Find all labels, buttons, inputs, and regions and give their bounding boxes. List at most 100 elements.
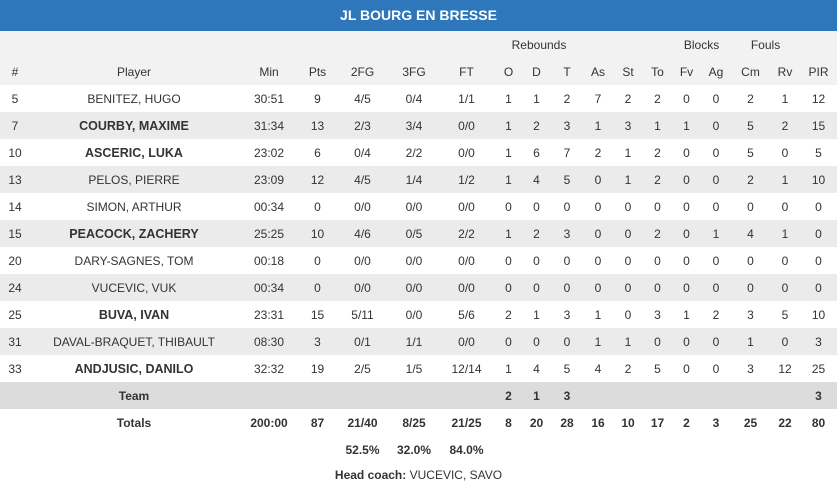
- col-o[interactable]: O: [503, 64, 514, 79]
- stat-d: 1: [533, 307, 540, 322]
- stat-to: 2: [654, 91, 661, 106]
- stat-d: 0: [533, 334, 540, 349]
- totals-label: Totals: [30, 409, 238, 436]
- stat-t: 3: [563, 118, 571, 133]
- stat-ag: 0: [712, 172, 720, 187]
- player-number: 31: [8, 334, 22, 349]
- stat-ft: 0/0: [458, 199, 475, 214]
- stat-2fg: 0/0: [354, 199, 371, 214]
- stat-cm: 3: [747, 307, 754, 322]
- player-name[interactable]: SIMON, ARTHUR: [86, 199, 182, 214]
- stat-fv: 0: [683, 280, 690, 295]
- stat-fv: 0: [683, 361, 690, 376]
- player-row: 25 BUVA, IVAN 23:31 15 5/11 0/0 5/6 2 1 …: [0, 301, 837, 328]
- col-fv[interactable]: Fv: [679, 64, 694, 79]
- stat-fv: 0: [683, 253, 690, 268]
- col-st[interactable]: St: [622, 64, 634, 79]
- stat-o: 1: [505, 226, 512, 241]
- totals-cm: 25: [731, 409, 771, 436]
- stat-rv: 1: [781, 172, 789, 187]
- totals-rv: 22: [770, 409, 801, 436]
- col-pts[interactable]: Pts: [308, 64, 327, 79]
- totals-min: 200:00: [238, 409, 300, 436]
- col-num[interactable]: #: [11, 64, 19, 79]
- stat-o: 0: [505, 280, 512, 295]
- player-number: 10: [8, 145, 22, 160]
- player-name[interactable]: DAVAL-BRAQUET, THIBAULT: [53, 334, 215, 349]
- stat-pir: 25: [811, 361, 826, 376]
- stat-t: 5: [563, 361, 571, 376]
- stat-cm: 2: [747, 91, 754, 106]
- stat-to: 0: [654, 334, 661, 349]
- player-row: 24 VUCEVIC, VUK 00:34 0 0/0 0/0 0/0 0 0 …: [0, 274, 837, 301]
- stat-t: 2: [563, 91, 571, 106]
- col-ag[interactable]: Ag: [708, 64, 724, 79]
- team-stats-row: Team 2 1 3 3: [0, 382, 837, 409]
- stat-rv: 0: [781, 253, 789, 268]
- stat-d: 0: [533, 253, 540, 268]
- pct-3fg: 32.0%: [390, 436, 438, 463]
- col-t[interactable]: T: [563, 64, 571, 79]
- stat-pts: 10: [310, 226, 325, 241]
- stat-st: 3: [624, 118, 632, 133]
- team-pir: 3: [815, 388, 822, 403]
- stat-d: 0: [533, 199, 540, 214]
- col-2fg[interactable]: 2FG: [350, 64, 375, 79]
- player-name[interactable]: ASCERIC, LUKA: [85, 145, 183, 160]
- head-coach: Head coach: VUCEVIC, SAVO: [0, 463, 837, 487]
- stat-min: 00:34: [253, 199, 285, 214]
- head-coach-name: VUCEVIC, SAVO: [409, 468, 503, 482]
- col-as[interactable]: As: [591, 64, 606, 79]
- stat-2fg: 2/3: [354, 118, 371, 133]
- stat-pir: 5: [815, 145, 822, 160]
- stat-ag: 0: [712, 199, 720, 214]
- stat-pts: 13: [310, 118, 325, 133]
- stat-pts: 12: [310, 172, 325, 187]
- col-3fg[interactable]: 3FG: [402, 64, 426, 79]
- stat-fv: 0: [683, 334, 690, 349]
- player-name[interactable]: PELOS, PIERRE: [88, 172, 180, 187]
- stat-ag: 0: [712, 91, 720, 106]
- stat-to: 2: [654, 172, 661, 187]
- stat-pir: 3: [815, 334, 822, 349]
- stat-as: 4: [594, 361, 602, 376]
- col-cm[interactable]: Cm: [741, 64, 760, 79]
- stat-3fg: 3/4: [405, 118, 423, 133]
- col-rv[interactable]: Rv: [777, 64, 793, 79]
- stat-3fg: 0/4: [405, 91, 423, 106]
- stat-to: 2: [654, 145, 661, 160]
- stat-st: 0: [624, 307, 632, 322]
- stat-st: 0: [624, 226, 632, 241]
- stat-fv: 1: [683, 307, 690, 322]
- col-d[interactable]: D: [532, 64, 541, 79]
- stat-o: 1: [505, 91, 512, 106]
- player-name[interactable]: VUCEVIC, VUK: [91, 280, 177, 295]
- stat-o: 1: [505, 172, 512, 187]
- totals-3fg: 8/25: [390, 409, 438, 436]
- stat-as: 0: [594, 253, 602, 268]
- stat-2fg: 0/0: [354, 280, 371, 295]
- col-min[interactable]: Min: [259, 64, 279, 79]
- stat-ag: 0: [712, 253, 720, 268]
- stat-2fg: 5/11: [351, 307, 374, 322]
- col-ft[interactable]: FT: [459, 64, 474, 79]
- pct-ft: 84.0%: [438, 436, 495, 463]
- totals-2fg: 21/40: [335, 409, 390, 436]
- player-name[interactable]: BUVA, IVAN: [98, 307, 170, 322]
- player-name[interactable]: BENITEZ, HUGO: [87, 91, 181, 106]
- player-name[interactable]: ANDJUSIC, DANILO: [74, 361, 194, 376]
- stat-d: 0: [533, 280, 540, 295]
- col-to[interactable]: To: [651, 64, 664, 79]
- stat-fv: 0: [683, 199, 690, 214]
- col-pir[interactable]: PIR: [808, 64, 829, 79]
- player-row: 20 DARY-SAGNES, TOM 00:18 0 0/0 0/0 0/0 …: [0, 247, 837, 274]
- player-name[interactable]: COURBY, MAXIME: [79, 118, 189, 133]
- player-name[interactable]: DARY-SAGNES, TOM: [74, 253, 194, 268]
- stat-as: 0: [594, 226, 602, 241]
- stat-3fg: 2/2: [405, 145, 423, 160]
- col-player[interactable]: Player: [116, 64, 151, 79]
- stat-ag: 0: [712, 118, 720, 133]
- group-rebounds: Rebounds: [511, 37, 567, 52]
- stat-st: 2: [624, 361, 632, 376]
- player-name[interactable]: PEACOCK, ZACHERY: [69, 226, 199, 241]
